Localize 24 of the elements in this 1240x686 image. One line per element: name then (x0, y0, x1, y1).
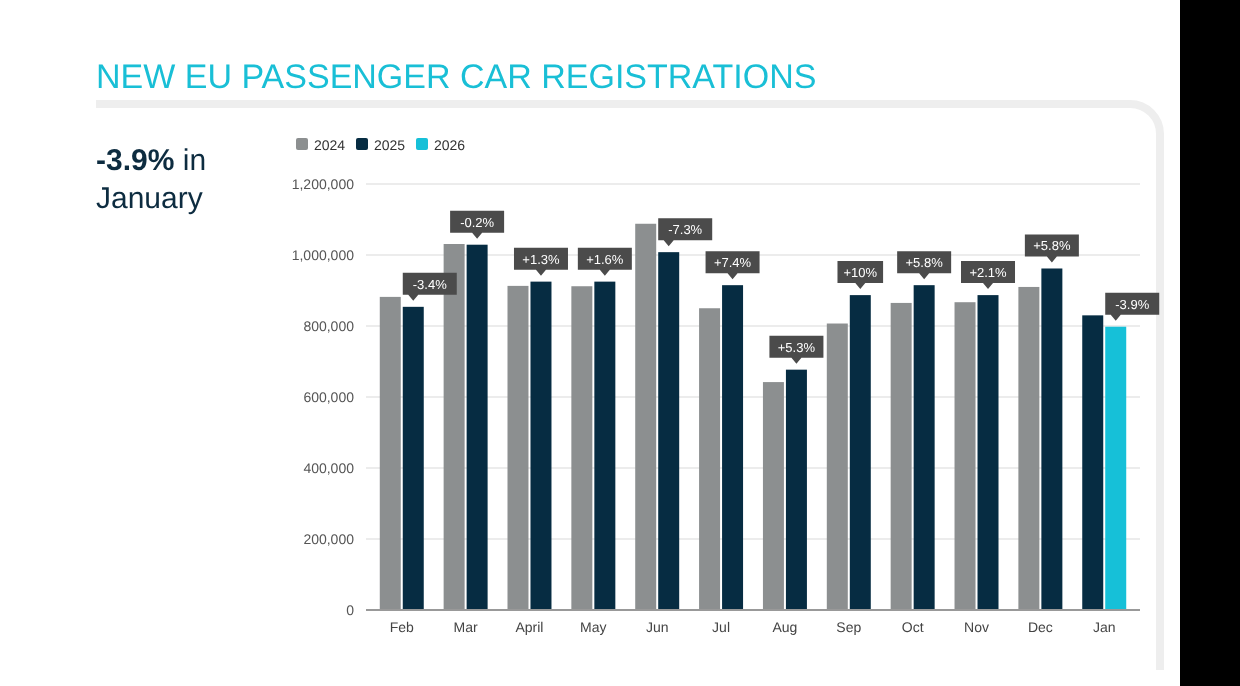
chart-subtitle: -3.9% in January (96, 144, 207, 216)
chart-title: NEW EU PASSENGER CAR REGISTRATIONS (96, 58, 817, 96)
bar (658, 252, 680, 610)
bar (635, 223, 657, 610)
bar (466, 244, 488, 610)
bar (722, 285, 744, 610)
bar (977, 295, 999, 610)
bar (507, 285, 529, 610)
bar (1041, 268, 1063, 610)
bar (402, 306, 424, 610)
bar (849, 295, 871, 610)
bar (954, 302, 976, 610)
bar (699, 308, 721, 610)
bar (913, 285, 935, 610)
bar (762, 382, 784, 610)
bar (1018, 286, 1040, 610)
bar (594, 281, 616, 610)
bar (1105, 326, 1127, 610)
bar (890, 302, 912, 610)
bar (571, 286, 593, 610)
bar (379, 296, 401, 610)
bar (530, 281, 552, 610)
bar (785, 369, 807, 610)
bar (826, 323, 848, 610)
